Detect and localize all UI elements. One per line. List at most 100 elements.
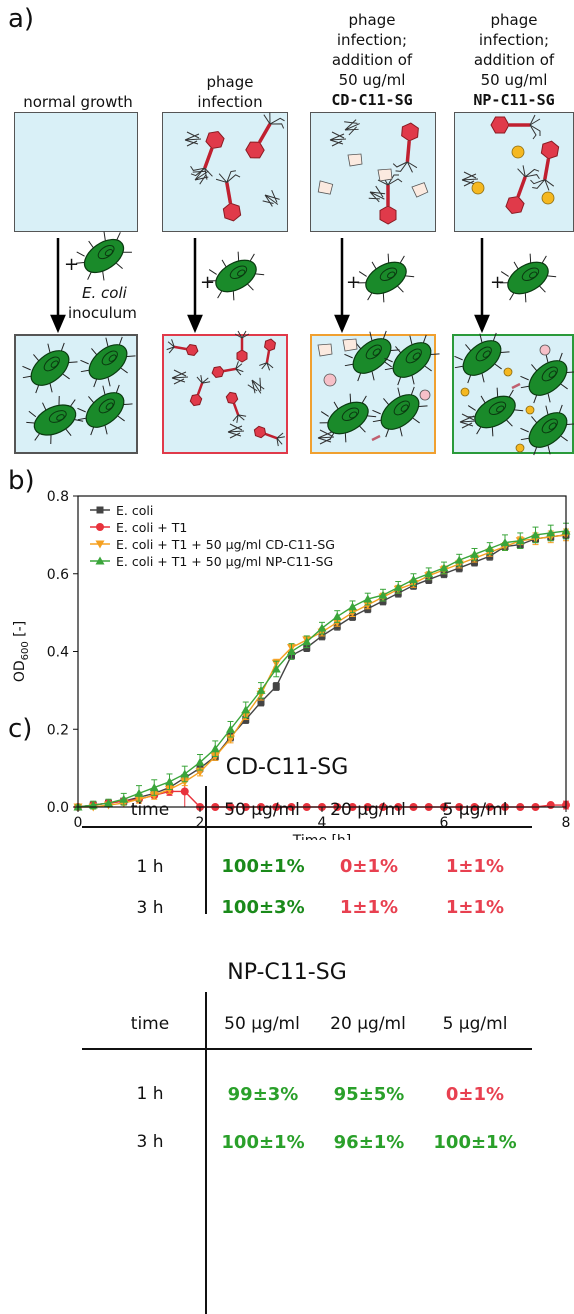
legend-label: E. coli + T1 + 50 µg/ml CD-C11-SG [116,537,335,552]
col-header-time: time [130,1014,170,1034]
data-point [256,685,266,694]
x-tick-label: 6 [440,815,449,831]
header-line: phage [490,11,538,29]
value-cell: 96±1% [333,1132,405,1153]
data-point [180,787,189,796]
col-header-5: 5 µg/ml [442,800,508,820]
value-cell: 100±1% [221,856,305,877]
col-header-20: 20 µg/ml [330,800,406,820]
x-axis-label: Time [h] [292,833,352,840]
header-line: 50 ug/ml [338,71,406,89]
data-point [149,791,159,800]
table-vertical-rule [205,992,207,1314]
header-line: infection [197,93,263,111]
x-tick-label: 8 [562,815,571,831]
value-cell: 1±1% [339,897,399,918]
value-cell: 99±3% [227,1084,299,1105]
value-cell: 100±1% [221,1132,305,1153]
value-cell: 0±1% [339,856,399,877]
table-vertical-rule [205,786,207,914]
panel-c-label: c) [8,714,33,744]
data-point [378,590,388,599]
header-line: infection; [478,31,550,49]
y-tick-label: 0.8 [47,489,69,505]
data-point [454,555,464,564]
value-cell: 95±5% [333,1084,405,1105]
x-tick-label: 0 [74,815,83,831]
col-header-5: 5 µg/ml [442,1014,508,1034]
data-point [424,569,434,578]
data-point [515,536,525,545]
data-point [332,612,342,621]
header-phage-infection: phage infection [160,72,300,112]
data-point [180,769,190,778]
data-point [96,506,104,514]
header-normal-growth: normal growth [8,92,148,112]
box-normal-top [14,112,138,232]
data-point [271,664,281,673]
data-point [210,744,220,753]
table-title-np: NP-C11-SG [227,960,347,985]
row-time: 3 h [136,898,164,918]
data-point [500,538,510,547]
data-point [272,682,280,690]
y-tick-label: 0.6 [47,567,69,583]
data-point [287,647,296,655]
data-point [546,528,556,537]
header-line: phage [348,11,396,29]
data-point [104,798,113,807]
table-horizontal-rule [82,826,532,828]
data-point [531,530,540,539]
row-time: 3 h [136,1132,164,1152]
data-point [96,523,104,531]
data-point [165,777,174,786]
panel-b-label: b) [8,466,35,496]
plus-sign: + [490,272,506,293]
data-point [439,563,449,572]
col-header-20: 20 µg/ml [330,1014,406,1034]
data-point [210,752,220,761]
value-cell: 1±1% [445,856,505,877]
inoculum-label: inoculum [68,304,137,322]
plus-sign: + [346,272,362,293]
data-point [485,543,495,552]
col-header-time: time [130,800,170,820]
panel-a-label: a) [8,4,35,34]
col-header-50: 50 µg/ml [224,800,300,820]
value-cell: 0±1% [445,1084,505,1105]
legend-label: E. coli + T1 [116,520,187,535]
y-tick-label: 0.0 [47,800,69,816]
legend-label: E. coli + T1 + 50 µg/ml NP-C11-SG [116,554,333,569]
data-point [302,637,312,646]
header-line: infection; [336,31,408,49]
value-cell: 1±1% [445,897,505,918]
x-tick-label: 2 [196,815,205,831]
header-bold-compound: CD-C11-SG [331,91,413,109]
y-axis-label: OD600 [-] [12,621,31,682]
header-line: addition of [473,51,555,69]
value-cell: 100±3% [221,897,305,918]
data-point [409,575,418,584]
data-point [149,783,159,792]
header-line: 50 ug/ml [480,71,548,89]
data-point [393,582,403,591]
data-point [546,801,555,810]
legend-label: E. coli [116,503,153,518]
header-line: normal growth [23,93,133,111]
header-line: phage [206,73,254,91]
x-tick-label: 4 [318,815,327,831]
header-line: addition of [331,51,413,69]
header-bold-compound: NP-C11-SG [473,91,555,109]
plus-sign: + [64,254,80,275]
ecoli-label: E. coli [82,284,127,302]
col-header-50: 50 µg/ml [224,1014,300,1034]
data-point [95,540,105,549]
data-point [317,623,327,632]
data-point [95,556,105,565]
row-time: 1 h [136,1084,164,1104]
growth-chart: 0 2 4 6 8 0.0 0.2 0.4 0.6 0.8 Time [h] OD600 [-] E.… [12,489,571,840]
data-point [257,698,265,706]
data-point [348,602,357,611]
y-tick-label: 0.4 [47,645,69,661]
data-point [195,757,205,766]
